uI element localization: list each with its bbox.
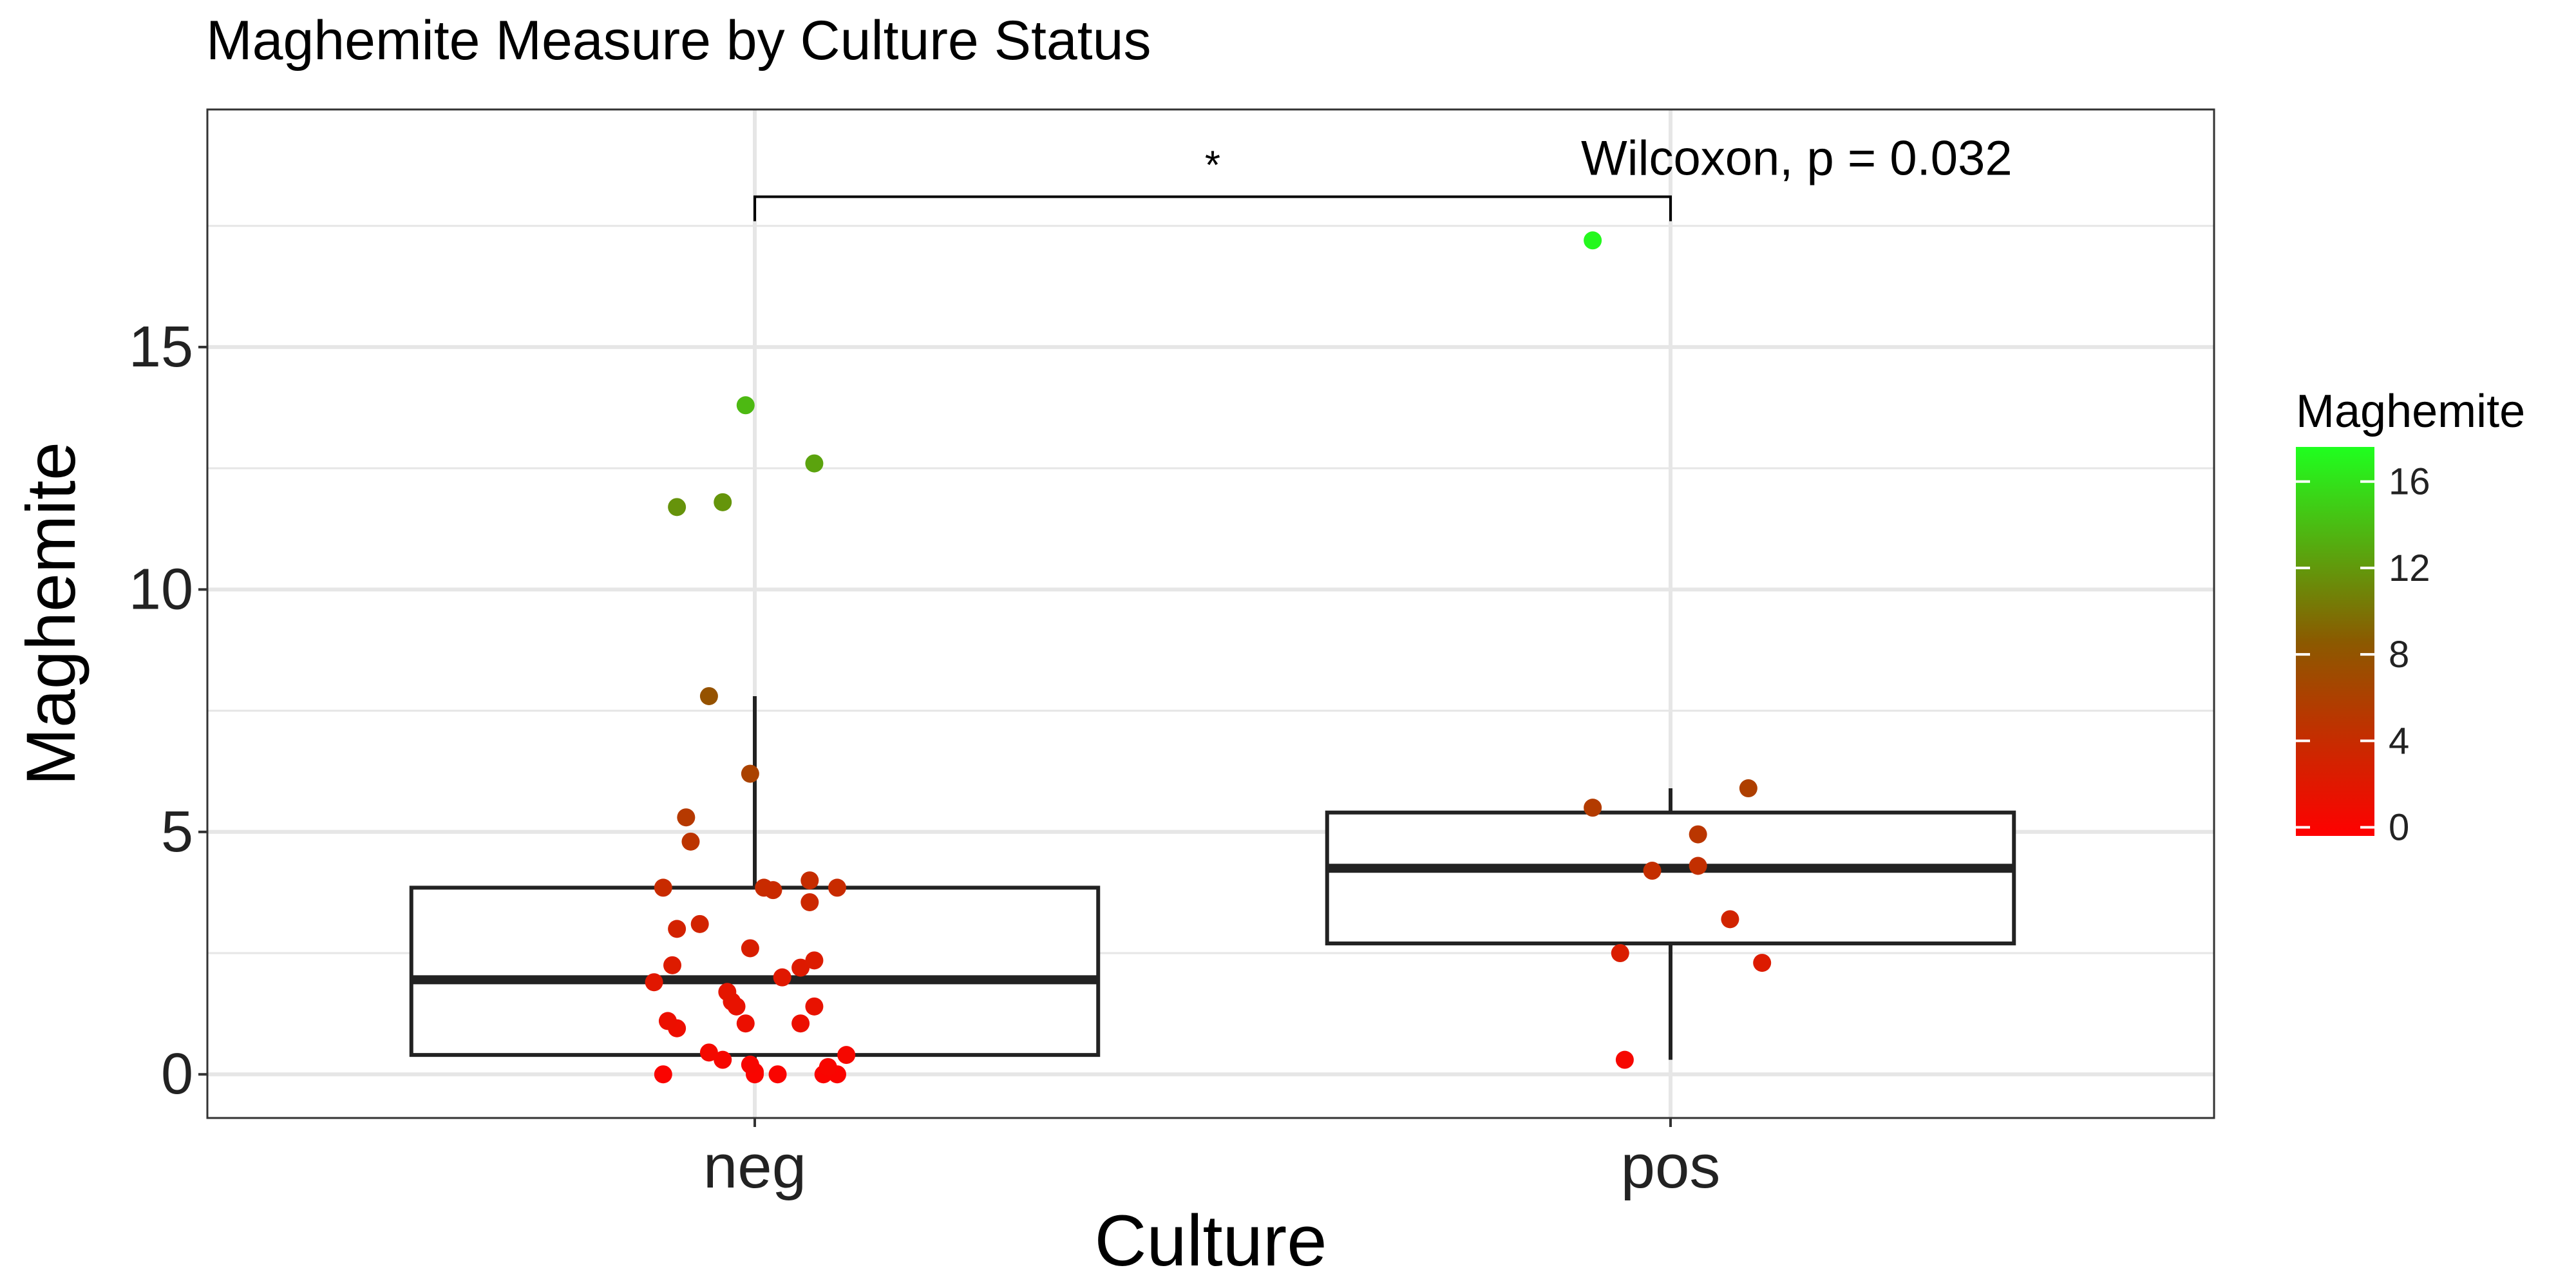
y-tick-label: 0 (161, 1042, 193, 1106)
data-point (645, 973, 663, 992)
data-point (764, 881, 782, 900)
data-point (699, 1043, 718, 1062)
data-point (663, 956, 682, 974)
x-axis: neg pos (703, 1118, 1720, 1201)
x-tick-label: neg (703, 1132, 806, 1201)
data-point (699, 687, 718, 705)
y-axis: 0 5 10 15 (129, 315, 207, 1106)
data-point (741, 939, 759, 958)
significance-label: * (1205, 144, 1220, 188)
data-point (681, 832, 700, 851)
data-point (1584, 231, 1602, 250)
boxplots (409, 696, 2016, 1075)
data-point (1753, 954, 1772, 972)
wilcoxon-annotation: Wilcoxon, p = 0.032 (1581, 131, 2012, 185)
data-point (668, 920, 687, 938)
data-point (690, 914, 709, 933)
data-point (1643, 862, 1662, 880)
data-point (718, 983, 737, 1001)
data-point (714, 493, 732, 511)
data-point (658, 1012, 677, 1030)
data-point (805, 997, 824, 1016)
data-point (727, 997, 746, 1016)
data-point (1689, 825, 1707, 844)
data-point (791, 1014, 810, 1033)
data-point (654, 1065, 672, 1084)
data-point (1739, 779, 1757, 798)
data-point (819, 1057, 837, 1076)
legend-title: Maghemite (2296, 386, 2525, 437)
jitter-points (645, 231, 1772, 1084)
legend-colorbar (2296, 447, 2374, 836)
data-point (1584, 799, 1602, 817)
significance-bracket: * (753, 144, 1672, 222)
data-point (668, 498, 687, 516)
y-tick-label: 10 (129, 557, 193, 621)
chart-title: Maghemite Measure by Culture Status (206, 10, 1151, 71)
data-point (741, 1056, 759, 1074)
data-point (1689, 857, 1707, 875)
data-point (800, 893, 819, 911)
legend-tick-label: 8 (2389, 634, 2409, 676)
boxplot-neg (409, 696, 1101, 1075)
y-tick-label: 5 (161, 800, 193, 864)
data-point (1721, 910, 1739, 929)
box-iqr (409, 886, 1101, 1057)
data-point (837, 1046, 856, 1065)
data-point (677, 808, 696, 827)
data-point (800, 871, 819, 890)
y-axis-title: Maghemite (12, 442, 90, 786)
boxplot-pos (1325, 788, 2016, 1060)
x-tick-label: pos (1621, 1132, 1721, 1201)
data-point (1611, 944, 1629, 963)
data-point (791, 958, 810, 977)
data-point (1615, 1050, 1634, 1069)
legend-tick-label: 0 (2389, 807, 2409, 849)
panel-border (206, 108, 2215, 1119)
data-point (768, 1065, 787, 1084)
data-point (714, 1050, 732, 1069)
data-point (654, 878, 672, 897)
bracket-line (753, 195, 1672, 222)
legend-tick-label: 16 (2389, 461, 2430, 503)
box-iqr (1325, 810, 2016, 945)
data-point (828, 878, 846, 897)
legend-tick-label: 12 (2389, 547, 2430, 589)
data-point (741, 764, 759, 783)
data-point (805, 454, 824, 473)
plot-panel: * (206, 108, 2215, 1119)
y-tick-label: 15 (129, 315, 193, 379)
color-legend: Maghemite 0 4 8 12 16 (2296, 386, 2525, 849)
data-point (805, 951, 824, 970)
data-point (736, 396, 755, 415)
data-point (773, 968, 791, 987)
data-point (736, 1014, 755, 1033)
x-axis-title: Culture (1094, 1200, 1327, 1281)
legend-tick-label: 4 (2389, 720, 2409, 762)
